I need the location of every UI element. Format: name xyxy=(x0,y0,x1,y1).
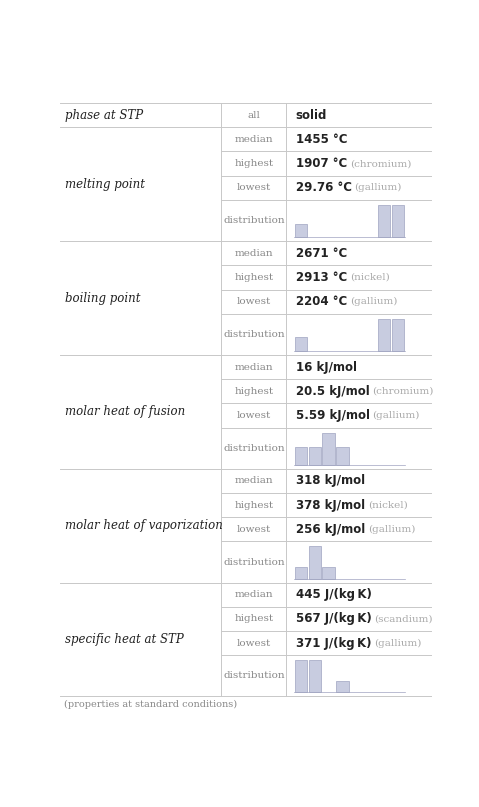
Bar xyxy=(392,319,404,351)
Text: (properties at standard conditions): (properties at standard conditions) xyxy=(64,700,237,709)
Bar xyxy=(336,681,349,692)
Text: 445 J/(kg K): 445 J/(kg K) xyxy=(296,588,372,601)
Text: highest: highest xyxy=(234,387,274,395)
Bar xyxy=(336,447,349,465)
Bar xyxy=(378,319,390,351)
Bar xyxy=(295,337,307,351)
Text: median: median xyxy=(235,362,273,371)
Bar xyxy=(308,447,321,465)
Text: specific heat at STP: specific heat at STP xyxy=(66,633,184,646)
Bar xyxy=(308,660,321,692)
Text: highest: highest xyxy=(234,159,274,168)
Bar xyxy=(295,224,307,237)
Text: highest: highest xyxy=(234,273,274,282)
Text: 1907 °C: 1907 °C xyxy=(296,157,347,170)
Text: (chromium): (chromium) xyxy=(372,387,433,395)
Bar xyxy=(295,567,307,579)
Bar xyxy=(308,546,321,579)
Text: median: median xyxy=(235,249,273,257)
Text: (scandium): (scandium) xyxy=(374,614,433,624)
Bar xyxy=(322,433,335,465)
Text: lowest: lowest xyxy=(237,525,271,534)
Text: (gallium): (gallium) xyxy=(368,525,415,534)
Text: lowest: lowest xyxy=(237,183,271,192)
Text: 378 kJ/mol: 378 kJ/mol xyxy=(296,499,365,512)
Text: lowest: lowest xyxy=(237,638,271,648)
Text: molar heat of fusion: molar heat of fusion xyxy=(66,405,186,418)
Bar xyxy=(392,205,404,237)
Text: (nickel): (nickel) xyxy=(368,500,408,510)
Text: 2204 °C: 2204 °C xyxy=(296,295,347,308)
Text: (gallium): (gallium) xyxy=(350,297,397,306)
Text: melting point: melting point xyxy=(66,178,146,190)
Text: all: all xyxy=(247,111,260,119)
Text: (gallium): (gallium) xyxy=(374,638,422,648)
Text: highest: highest xyxy=(234,500,274,510)
Text: (gallium): (gallium) xyxy=(354,183,402,192)
Text: distribution: distribution xyxy=(223,216,285,225)
Bar xyxy=(295,660,307,692)
Text: lowest: lowest xyxy=(237,297,271,306)
Text: 1455 °C: 1455 °C xyxy=(296,133,347,146)
Text: distribution: distribution xyxy=(223,330,285,339)
Text: boiling point: boiling point xyxy=(66,291,141,304)
Text: distribution: distribution xyxy=(223,671,285,680)
Bar xyxy=(322,567,335,579)
Text: 2671 °C: 2671 °C xyxy=(296,247,347,260)
Bar xyxy=(378,205,390,237)
Text: median: median xyxy=(235,135,273,144)
Text: 2913 °C: 2913 °C xyxy=(296,271,347,284)
Text: median: median xyxy=(235,476,273,485)
Text: 567 J/(kg K): 567 J/(kg K) xyxy=(296,613,371,625)
Text: lowest: lowest xyxy=(237,411,271,420)
Text: phase at STP: phase at STP xyxy=(66,109,144,122)
Text: highest: highest xyxy=(234,614,274,624)
Text: median: median xyxy=(235,590,273,600)
Text: 16 kJ/mol: 16 kJ/mol xyxy=(296,361,356,374)
Text: 318 kJ/mol: 318 kJ/mol xyxy=(296,475,365,487)
Text: 29.76 °C: 29.76 °C xyxy=(296,182,352,194)
Text: 371 J/(kg K): 371 J/(kg K) xyxy=(296,637,371,650)
Text: (gallium): (gallium) xyxy=(373,411,420,420)
Text: (nickel): (nickel) xyxy=(350,273,389,282)
Text: distribution: distribution xyxy=(223,558,285,567)
Text: molar heat of vaporization: molar heat of vaporization xyxy=(66,519,223,533)
Text: 256 kJ/mol: 256 kJ/mol xyxy=(296,523,365,536)
Text: (chromium): (chromium) xyxy=(350,159,411,168)
Text: solid: solid xyxy=(296,109,327,122)
Text: 5.59 kJ/mol: 5.59 kJ/mol xyxy=(296,409,370,422)
Bar xyxy=(295,447,307,465)
Text: distribution: distribution xyxy=(223,444,285,453)
Text: 20.5 kJ/mol: 20.5 kJ/mol xyxy=(296,385,369,398)
